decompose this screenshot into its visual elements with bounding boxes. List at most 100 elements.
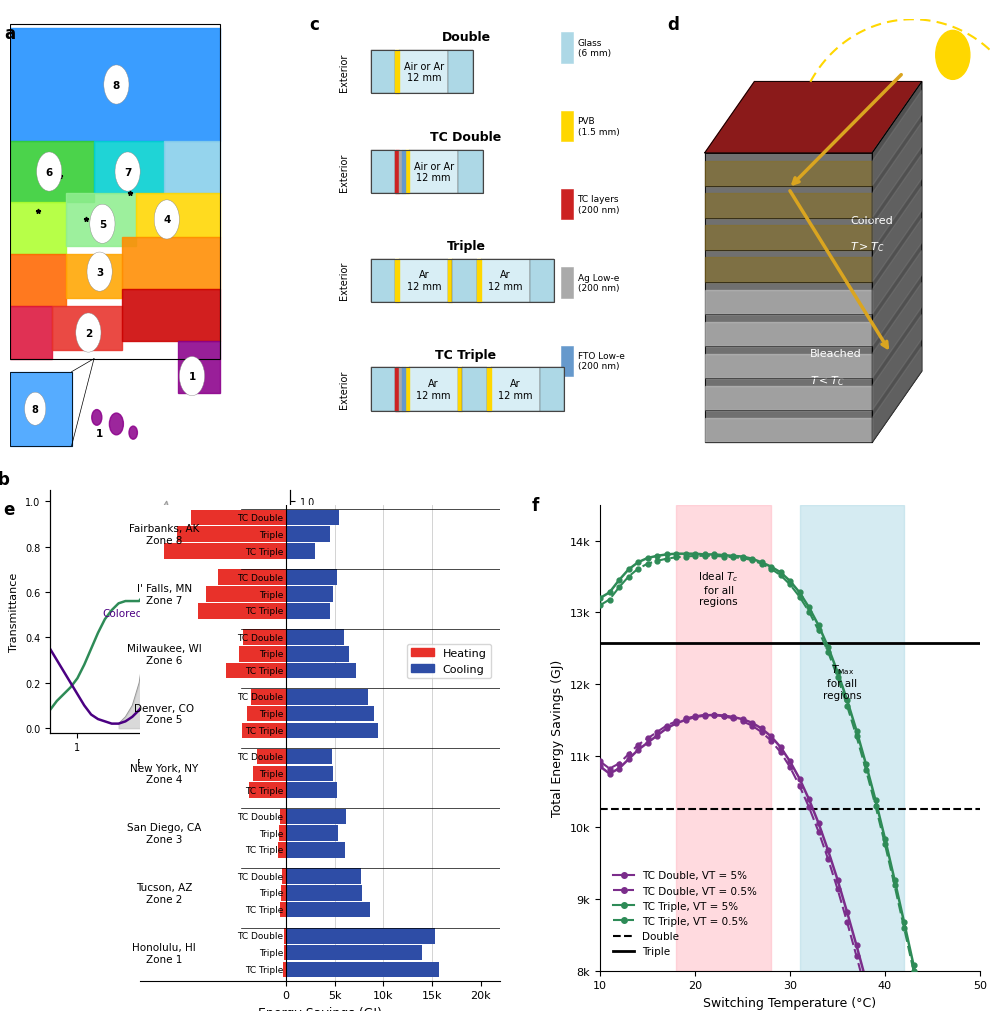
Text: TC Double: TC Double bbox=[237, 633, 283, 642]
Bar bbox=[561, 33, 573, 64]
Bar bbox=[399, 368, 402, 411]
Bar bbox=[800, 506, 904, 971]
Bar bbox=[284, 945, 286, 960]
Bar bbox=[371, 368, 395, 411]
Bar bbox=[164, 544, 286, 559]
Bar bbox=[540, 368, 564, 411]
Text: FTO Low-e
(200 nm): FTO Low-e (200 nm) bbox=[578, 352, 624, 371]
Bar bbox=[371, 368, 564, 411]
Bar bbox=[198, 604, 286, 619]
Circle shape bbox=[115, 153, 140, 192]
Text: Exterior: Exterior bbox=[339, 262, 349, 300]
Polygon shape bbox=[705, 354, 872, 379]
Bar bbox=[286, 690, 368, 705]
Bar bbox=[399, 151, 402, 194]
Bar bbox=[286, 842, 345, 858]
Polygon shape bbox=[872, 347, 922, 443]
Text: 3: 3 bbox=[96, 267, 103, 277]
Bar bbox=[286, 544, 315, 559]
Text: Triple: Triple bbox=[259, 829, 283, 838]
Bar bbox=[218, 570, 286, 585]
Text: Air or Ar
12 mm: Air or Ar 12 mm bbox=[404, 62, 444, 83]
Bar bbox=[286, 604, 330, 619]
Text: Ar
12 mm: Ar 12 mm bbox=[416, 379, 451, 400]
Bar bbox=[286, 928, 435, 943]
Text: Triple: Triple bbox=[259, 889, 283, 898]
Polygon shape bbox=[705, 83, 922, 154]
Text: TC Triple: TC Triple bbox=[245, 547, 283, 556]
Text: $T<T_C$: $T<T_C$ bbox=[810, 374, 845, 387]
Text: TC Double: TC Double bbox=[430, 131, 502, 145]
Circle shape bbox=[104, 66, 129, 105]
Text: e: e bbox=[3, 500, 15, 519]
Bar bbox=[122, 290, 220, 342]
Text: 2: 2 bbox=[85, 329, 92, 339]
Text: TC Double: TC Double bbox=[237, 573, 283, 582]
Polygon shape bbox=[705, 323, 872, 347]
Text: TC Triple: TC Triple bbox=[245, 786, 283, 795]
Text: Triple: Triple bbox=[259, 590, 283, 599]
Text: TC Triple: TC Triple bbox=[245, 906, 283, 914]
Text: 1: 1 bbox=[188, 372, 196, 382]
Y-axis label: Total Energy Savings (GJ): Total Energy Savings (GJ) bbox=[551, 659, 564, 817]
Bar bbox=[66, 194, 136, 247]
Bar bbox=[282, 868, 286, 884]
Text: TC layers
(200 nm): TC layers (200 nm) bbox=[578, 195, 619, 214]
Bar bbox=[409, 151, 458, 194]
Bar bbox=[10, 307, 52, 359]
Bar bbox=[409, 368, 458, 411]
Text: 4: 4 bbox=[163, 215, 170, 225]
Bar bbox=[286, 663, 356, 678]
Bar bbox=[284, 928, 286, 943]
Text: New York, NY
Zone 4: New York, NY Zone 4 bbox=[130, 763, 198, 785]
Polygon shape bbox=[705, 258, 872, 283]
Text: Denver, CO
Zone 5: Denver, CO Zone 5 bbox=[134, 703, 194, 725]
Text: Fairbanks, AK
Zone 8: Fairbanks, AK Zone 8 bbox=[129, 524, 200, 546]
Bar bbox=[458, 368, 462, 411]
Circle shape bbox=[25, 393, 46, 426]
Circle shape bbox=[129, 427, 137, 440]
Bar bbox=[371, 259, 395, 302]
Text: Ar
12 mm: Ar 12 mm bbox=[498, 379, 532, 400]
Bar bbox=[481, 259, 530, 302]
Bar bbox=[94, 142, 164, 194]
Polygon shape bbox=[872, 187, 922, 283]
Bar bbox=[10, 203, 66, 255]
Bar bbox=[286, 586, 333, 603]
Text: 1: 1 bbox=[96, 429, 103, 438]
Bar bbox=[452, 259, 477, 302]
Bar bbox=[286, 527, 330, 543]
Polygon shape bbox=[705, 154, 872, 443]
Circle shape bbox=[76, 313, 101, 353]
Bar bbox=[399, 51, 448, 94]
Bar bbox=[561, 346, 573, 377]
Bar bbox=[226, 663, 286, 678]
Bar bbox=[257, 749, 286, 764]
Bar bbox=[177, 527, 286, 543]
Polygon shape bbox=[872, 251, 922, 347]
Text: Triple: Triple bbox=[446, 240, 486, 253]
Bar bbox=[178, 342, 220, 394]
Bar bbox=[239, 646, 286, 662]
Bar bbox=[286, 783, 337, 798]
Bar bbox=[286, 706, 374, 722]
Bar bbox=[286, 511, 339, 526]
Text: Air or Ar
12 mm: Air or Ar 12 mm bbox=[414, 162, 454, 183]
Polygon shape bbox=[872, 315, 922, 410]
Bar bbox=[164, 142, 220, 194]
Polygon shape bbox=[705, 226, 872, 251]
Text: I' Falls, MN
Zone 7: I' Falls, MN Zone 7 bbox=[137, 583, 192, 606]
Bar bbox=[405, 151, 409, 194]
X-axis label: Energy (eV): Energy (eV) bbox=[137, 758, 203, 768]
Bar bbox=[448, 259, 452, 302]
Y-axis label: Transmittance: Transmittance bbox=[9, 572, 19, 651]
Bar bbox=[371, 51, 395, 94]
Polygon shape bbox=[705, 290, 872, 314]
Bar bbox=[402, 368, 405, 411]
Polygon shape bbox=[705, 386, 872, 410]
Bar bbox=[281, 886, 286, 901]
Bar bbox=[371, 151, 395, 194]
Text: TC Triple: TC Triple bbox=[435, 349, 497, 361]
Bar bbox=[530, 259, 554, 302]
Bar bbox=[52, 307, 122, 351]
